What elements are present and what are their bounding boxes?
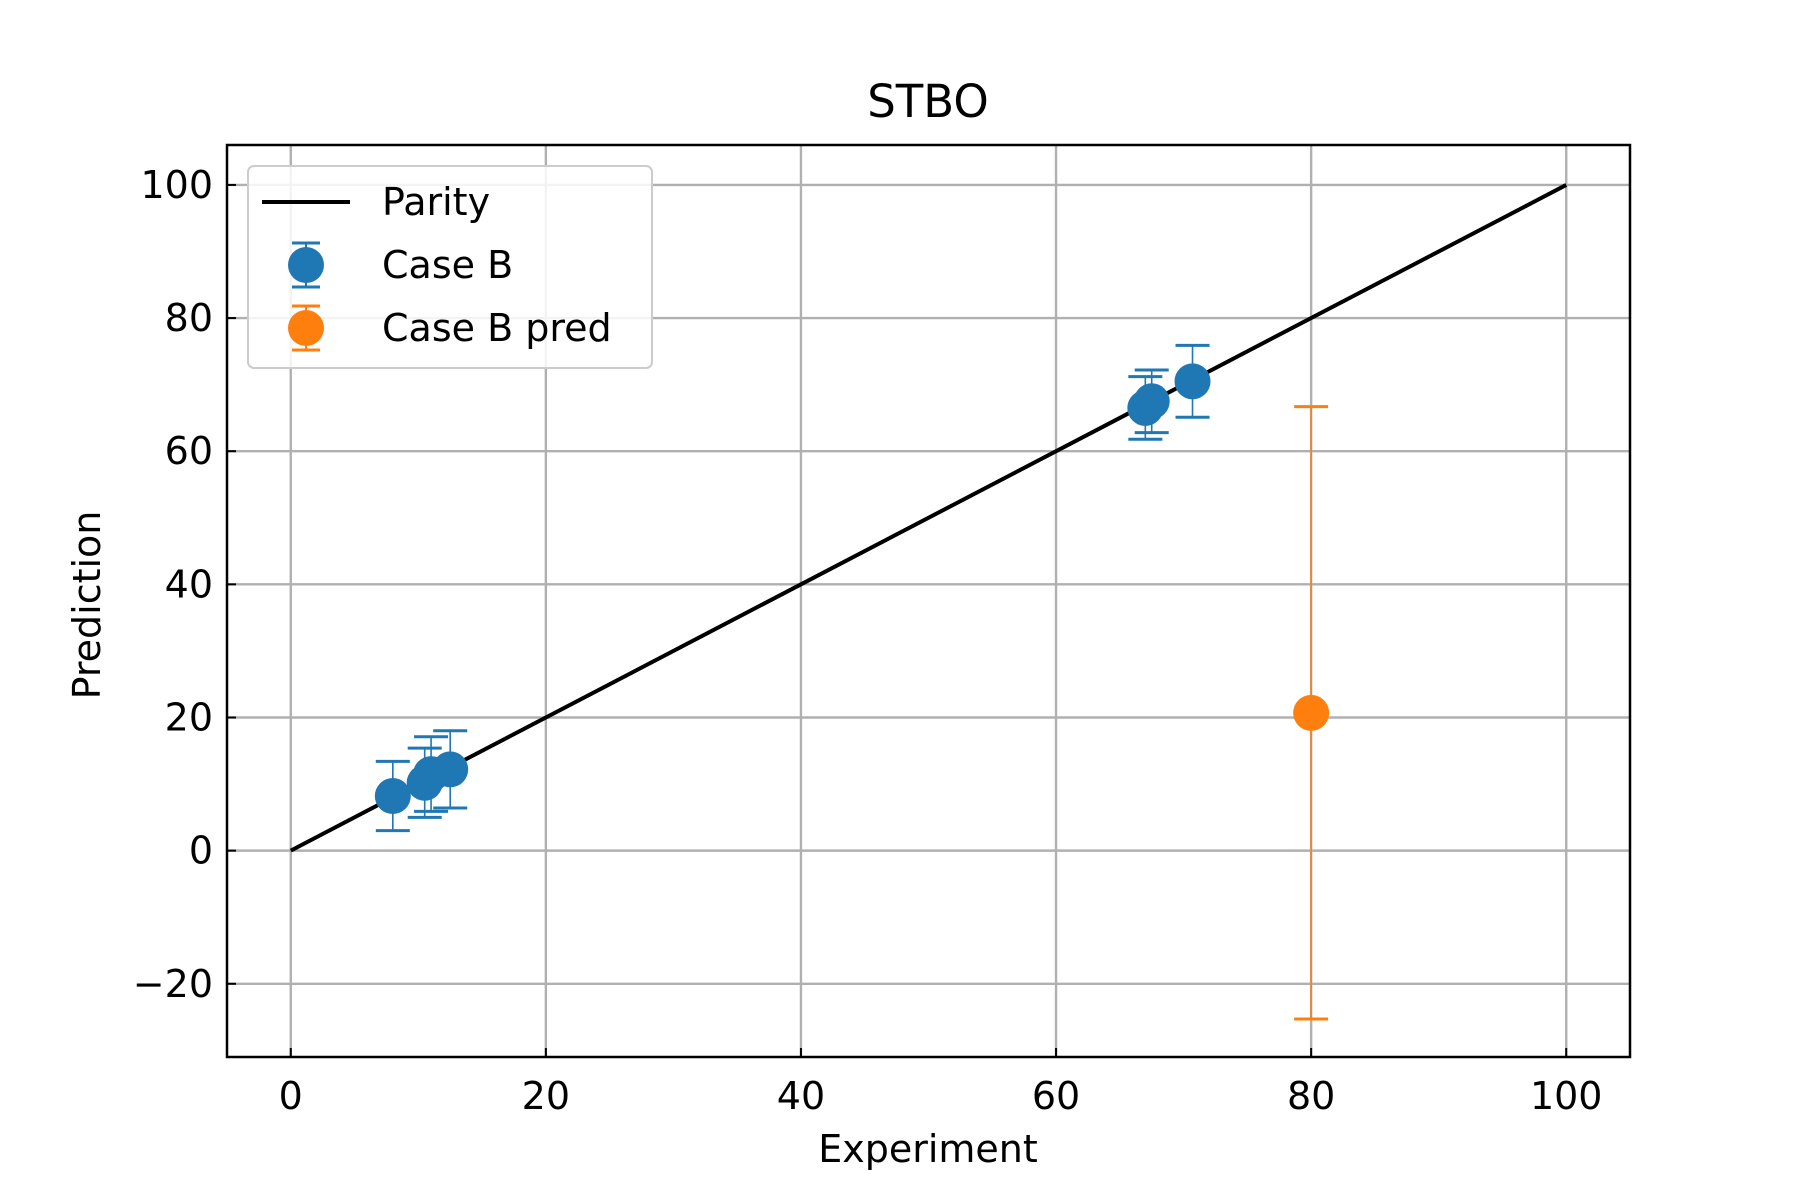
data-point xyxy=(374,778,411,815)
data-point xyxy=(1293,694,1330,731)
data-point xyxy=(1133,383,1170,420)
series-case-b-pred xyxy=(1293,405,1330,1021)
x-tick-label: 0 xyxy=(279,1074,303,1118)
plot-frame xyxy=(225,143,1632,1059)
plot-area xyxy=(289,183,1568,1021)
parity-line xyxy=(289,183,1568,853)
chart-title: STBO xyxy=(867,75,989,128)
y-tick-label: 60 xyxy=(165,429,213,473)
x-tick-label: 20 xyxy=(522,1074,570,1118)
legend-label-parity: Parity xyxy=(382,180,490,224)
y-axis: −20 0 20 40 60 80 100 xyxy=(133,163,236,1006)
y-tick-label: 20 xyxy=(165,695,213,739)
x-tick-label: 80 xyxy=(1287,1074,1335,1118)
legend: Parity Case B Case B pred xyxy=(247,165,653,369)
y-axis-label: Prediction xyxy=(65,511,109,700)
y-tick-label: 40 xyxy=(165,562,213,606)
legend-case-b-pred-swatch xyxy=(288,304,324,352)
legend-case-b-swatch xyxy=(288,241,324,289)
series-case-b xyxy=(374,343,1211,833)
x-axis-label: Experiment xyxy=(818,1127,1038,1171)
y-tick-label: −20 xyxy=(133,962,213,1006)
legend-label-case-b-pred: Case B pred xyxy=(382,306,612,350)
legend-box xyxy=(247,165,653,369)
legend-label-case-b: Case B xyxy=(382,243,513,287)
x-tick-label: 60 xyxy=(1032,1074,1080,1118)
data-point xyxy=(432,751,469,788)
grid xyxy=(227,145,1630,1057)
x-tick-label: 40 xyxy=(777,1074,825,1118)
x-tick-label: 100 xyxy=(1530,1074,1603,1118)
y-tick-label: 0 xyxy=(189,829,213,873)
data-point xyxy=(1174,363,1211,400)
y-tick-label: 100 xyxy=(140,163,213,207)
y-tick-label: 80 xyxy=(165,296,213,340)
x-axis: 0 20 40 60 80 100 xyxy=(279,1048,1603,1118)
